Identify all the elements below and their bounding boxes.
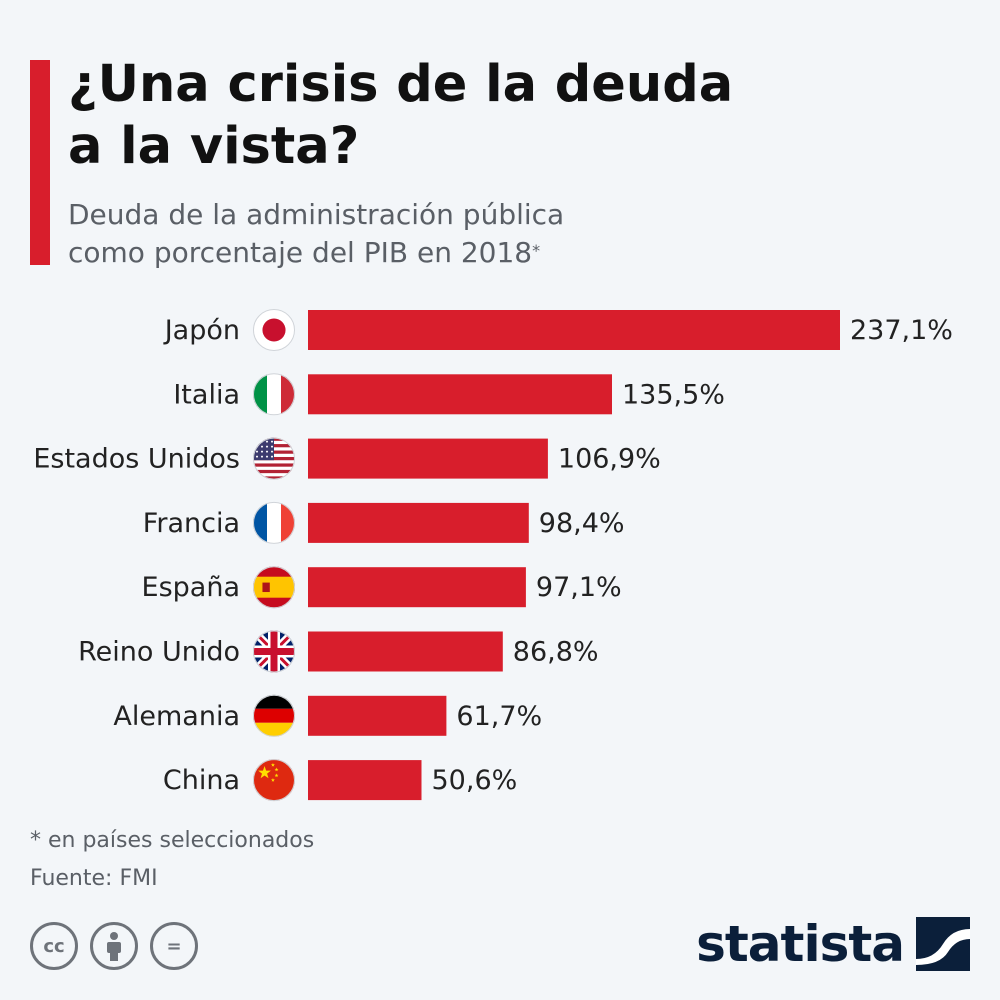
- bar-alemania: [308, 695, 447, 736]
- source: Fuente: FMI: [30, 866, 158, 891]
- person-glyph: [107, 932, 121, 961]
- germany-flag-icon: [253, 694, 295, 737]
- category-label-alemania: Alemania: [113, 701, 240, 732]
- bar-italia: [308, 374, 612, 415]
- value-label-italia: 135,5%: [622, 379, 725, 410]
- bar-francia: [308, 502, 529, 543]
- title-line-2: a la vista?: [68, 117, 360, 176]
- subtitle-line-2-text: como porcentaje del PIB en 2018: [68, 236, 533, 269]
- bar-reino-unido: [308, 631, 503, 672]
- value-label-china: 50,6%: [432, 765, 518, 796]
- cc-icon[interactable]: cc: [30, 922, 78, 970]
- france-flag-icon: [253, 501, 295, 544]
- page-title: ¿Una crisis de la deuda a la vista?: [68, 54, 968, 178]
- statista-mark-icon: [916, 917, 970, 971]
- category-label-japon: Japón: [163, 315, 240, 346]
- accent-bar: [30, 60, 50, 265]
- italy-flag-icon: [253, 373, 295, 416]
- category-label-espana: España: [142, 572, 240, 603]
- license-icons: cc =: [30, 922, 198, 970]
- category-label-china: China: [163, 765, 240, 796]
- uk-flag-icon: [253, 630, 295, 673]
- category-label-italia: Italia: [173, 379, 240, 410]
- category-label-reino-unido: Reino Unido: [78, 637, 240, 668]
- bar-chart: Japón 237,1% Italia 135,5% Estados Unidos 106…: [33, 309, 953, 802]
- category-label-francia: Francia: [143, 508, 240, 539]
- equals-glyph: =: [166, 935, 182, 957]
- statista-logo[interactable]: statista: [696, 914, 970, 974]
- category-label-estados-unidos: Estados Unidos: [33, 444, 240, 475]
- value-label-alemania: 61,7%: [456, 701, 542, 732]
- footnote: * en países seleccionados: [30, 828, 315, 853]
- japan-flag-icon: [253, 309, 295, 351]
- cc-glyph: cc: [43, 935, 65, 957]
- subtitle-line-1: Deuda de la administración pública: [68, 198, 565, 231]
- subtitle-asterisk: *: [532, 241, 541, 260]
- subtitle: Deuda de la administración pública como …: [68, 196, 968, 272]
- bar-japon: [308, 310, 840, 350]
- bar-espana: [308, 567, 526, 608]
- bar-estados-unidos: [308, 438, 548, 479]
- spain-flag-icon: [253, 566, 295, 609]
- value-label-estados-unidos: 106,9%: [558, 444, 661, 475]
- value-label-espana: 97,1%: [536, 572, 622, 603]
- brand-name: statista: [696, 915, 905, 973]
- no-derivatives-icon[interactable]: =: [150, 922, 198, 970]
- value-label-reino-unido: 86,8%: [513, 637, 599, 668]
- subtitle-line-2: como porcentaje del PIB en 2018*: [68, 234, 968, 272]
- title-line-1: ¿Una crisis de la deuda: [68, 55, 734, 114]
- bar-china: [308, 760, 422, 801]
- china-flag-icon: [253, 759, 295, 802]
- attribution-icon[interactable]: [90, 922, 138, 970]
- usa-flag-icon: [253, 437, 295, 480]
- value-label-francia: 98,4%: [539, 508, 625, 539]
- value-label-japon: 237,1%: [850, 315, 953, 346]
